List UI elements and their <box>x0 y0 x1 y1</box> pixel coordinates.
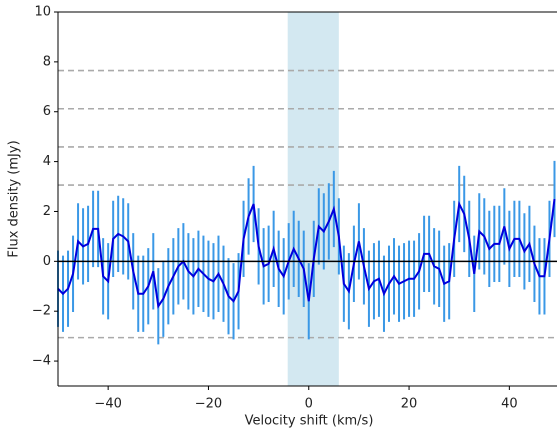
spectrum-line <box>57 198 556 309</box>
y-tick-label: 10 <box>34 5 51 20</box>
x-tick-label: −40 <box>94 397 121 412</box>
y-tick-label: −4 <box>32 354 51 369</box>
x-axis-title: Velocity shift (km/s) <box>245 414 374 429</box>
y-tick-label: 0 <box>43 254 51 269</box>
y-tick-label: 2 <box>43 204 51 219</box>
shaded-band <box>287 12 339 386</box>
x-tick-label: 20 <box>401 397 418 412</box>
x-tick-label: 0 <box>305 397 313 412</box>
x-tick-label: −20 <box>195 397 222 412</box>
y-axis-title: Flux density (mJy) <box>7 140 22 257</box>
y-tick-label: −2 <box>32 304 51 319</box>
y-tick-label: 6 <box>43 104 51 119</box>
x-tick-label: 40 <box>501 397 518 412</box>
y-tick-label: 4 <box>43 154 51 169</box>
y-tick-label: 8 <box>43 54 51 69</box>
